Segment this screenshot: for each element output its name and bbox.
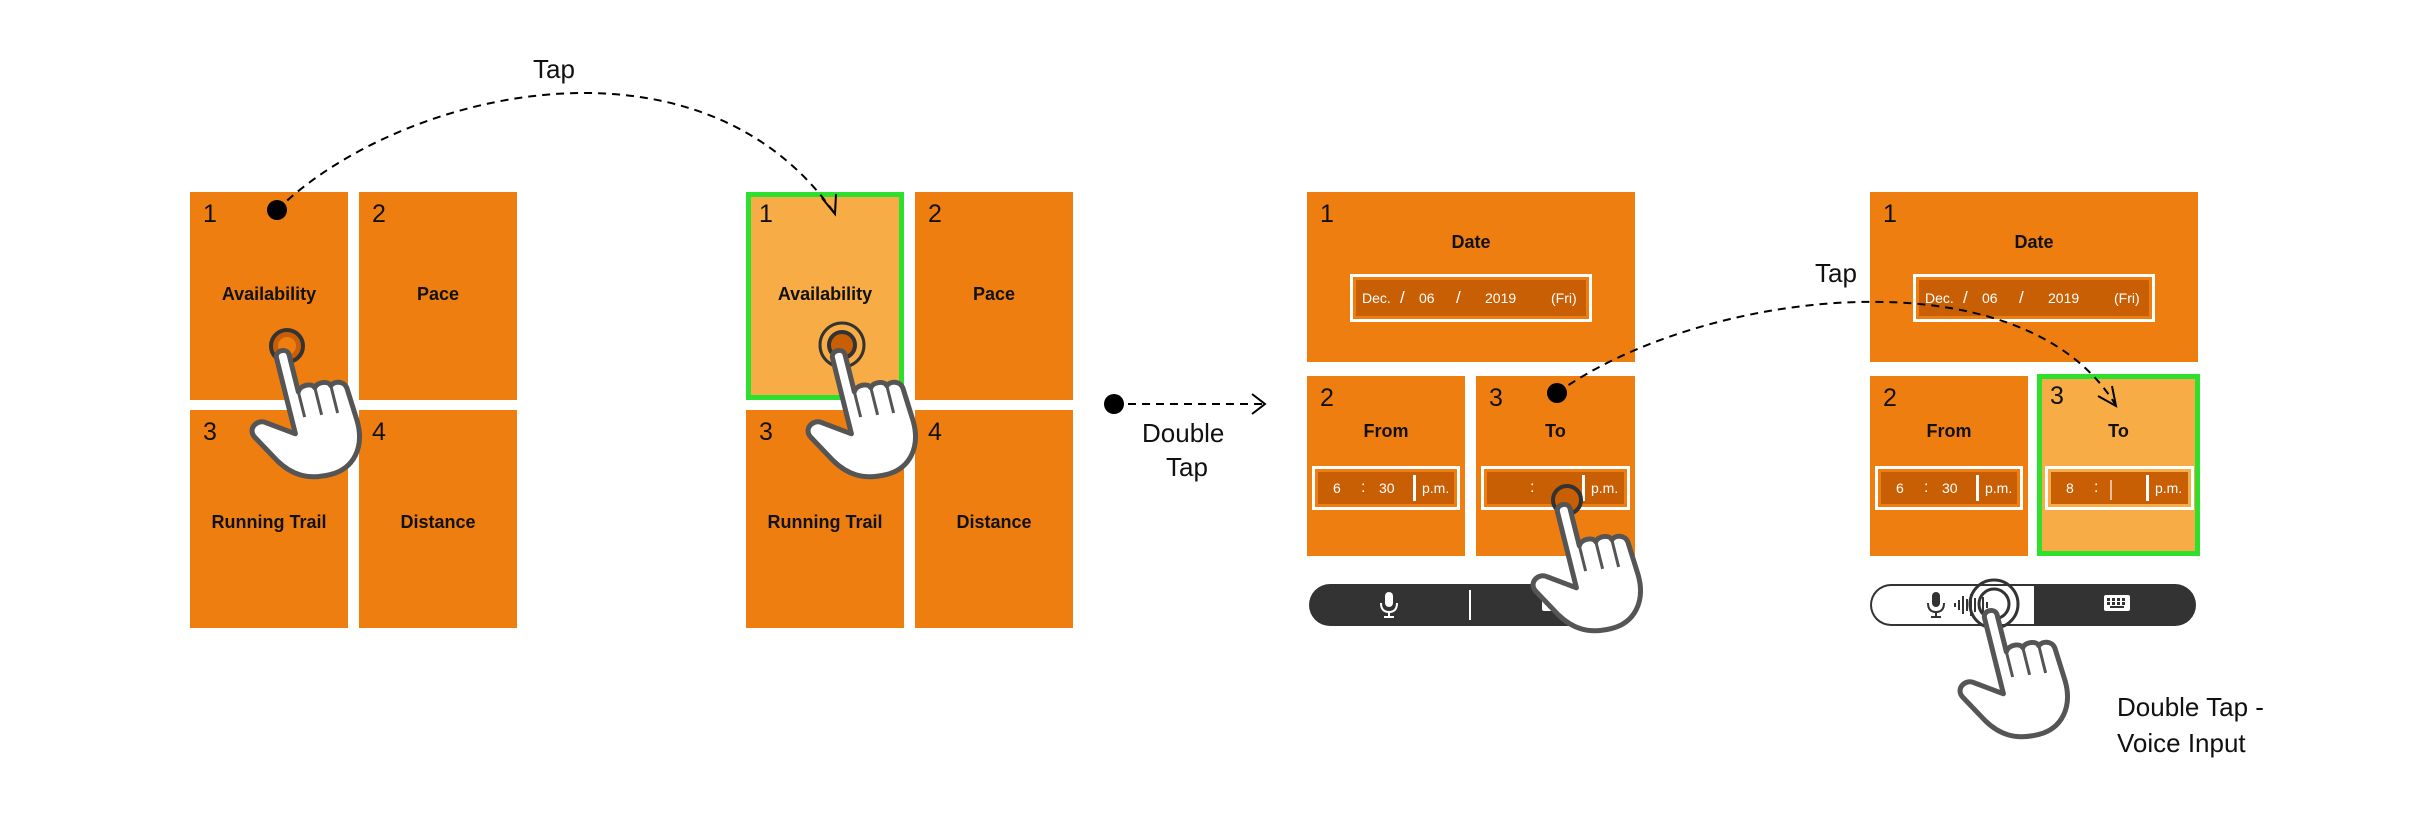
tile-date[interactable]: 1 Date Dec. / 06 / 2019 (Fri) (1870, 192, 2198, 362)
tile-number: 2 (1320, 384, 1334, 412)
tile-label: From (1363, 421, 1409, 441)
from-minute: 30 (1942, 480, 1958, 496)
tile-distance[interactable]: 4 Distance (915, 410, 1073, 628)
tile-number: 2 (372, 200, 386, 228)
tile-number: 3 (2050, 382, 2064, 410)
tile-label: Pace (972, 284, 1016, 304)
tap-arrowhead (821, 193, 837, 217)
tile-label: Date (1451, 232, 1491, 252)
date-day: 06 (1982, 290, 1998, 306)
to-ampm: p.m. (2155, 480, 2183, 496)
from-time-field[interactable]: 6 : 30 p.m. (1312, 466, 1460, 510)
from-ampm: p.m. (1422, 480, 1450, 496)
microphone-button[interactable] (1367, 588, 1411, 622)
tile-to[interactable]: 3 To : p.m. (1476, 376, 1635, 556)
double-tap-caption-line2: Tap (1166, 452, 1208, 482)
from-time-field[interactable]: 6 : 30 p.m. (1875, 466, 2023, 510)
time-colon: : (2094, 479, 2099, 496)
voice-input-active[interactable] (1872, 586, 2034, 624)
from-hour: 6 (1333, 480, 1341, 496)
tile-number: 1 (759, 200, 773, 228)
from-ampm: p.m. (1985, 480, 2013, 496)
text-cursor (2110, 480, 2112, 500)
tap-caption: Tap (1815, 258, 1857, 288)
tile-label: To (2108, 421, 2129, 441)
tile-date[interactable]: 1 Date Dec. / 06 / 2019 (Fri) (1307, 192, 1635, 362)
keyboard-button[interactable] (2102, 592, 2132, 614)
tap-caption: Tap (533, 54, 575, 84)
date-weekday: (Fri) (2114, 290, 2140, 306)
tile-distance[interactable]: 4 Distance (359, 410, 517, 628)
date-year: 2019 (2048, 290, 2080, 306)
tile-availability-selected[interactable]: 1 Availability (746, 192, 904, 400)
time-colon: : (1361, 479, 1366, 496)
tile-number: 1 (1883, 200, 1897, 228)
tile-pace[interactable]: 2 Pace (359, 192, 517, 400)
date-day: 06 (1419, 290, 1435, 306)
tile-number: 3 (759, 418, 773, 446)
tile-label: Distance (956, 512, 1032, 532)
date-field[interactable]: Dec. / 06 / 2019 (Fri) (1350, 274, 1592, 322)
from-minute: 30 (1379, 480, 1395, 496)
tile-label: Distance (400, 512, 476, 532)
tile-label: Running Trail (767, 512, 883, 532)
tile-from[interactable]: 2 From 6 : 30 p.m. (1307, 376, 1465, 556)
tile-label: Pace (416, 284, 460, 304)
input-mode-divider (1469, 590, 1471, 620)
tap-arrow (1556, 300, 2116, 405)
tile-number: 4 (928, 418, 942, 446)
hand-pointer-icon (1943, 597, 2076, 750)
date-field[interactable]: Dec. / 06 / 2019 (Fri) (1913, 274, 2155, 322)
microphone-icon (1380, 592, 1398, 618)
date-separator: / (2019, 288, 2024, 307)
tap-arrow (276, 91, 836, 215)
date-weekday: (Fri) (1551, 290, 1577, 306)
microphone-icon (1927, 592, 1945, 618)
tile-pace[interactable]: 2 Pace (915, 192, 1073, 400)
date-month: Dec. (1925, 290, 1954, 306)
date-separator: / (1963, 288, 1968, 307)
tile-availability[interactable]: 1 Availability (190, 192, 348, 400)
to-ampm: p.m. (1591, 480, 1619, 496)
tile-label: Running Trail (211, 512, 327, 532)
hand-pointer-icon (235, 337, 368, 490)
microphone-button[interactable] (1914, 588, 1958, 622)
keyboard-icon (2104, 595, 2130, 611)
date-year: 2019 (1485, 290, 1517, 306)
tile-label: Availability (777, 284, 873, 304)
tile-label: From (1926, 421, 1972, 441)
from-hour: 6 (1896, 480, 1904, 496)
tile-number: 2 (928, 200, 942, 228)
tile-label: To (1545, 421, 1566, 441)
tile-label: Availability (221, 284, 317, 304)
date-separator: / (1456, 288, 1461, 307)
voice-input-caption-line2: Voice Input (2117, 728, 2246, 758)
time-colon: : (1530, 479, 1535, 496)
tile-number: 1 (203, 200, 217, 228)
tile-from[interactable]: 2 From 6 : 30 p.m. (1870, 376, 2028, 556)
voice-input-caption-line1: Double Tap - (2117, 692, 2264, 722)
to-hour: 8 (2066, 480, 2074, 496)
tile-to-selected[interactable]: 3 To 8 : p.m. (2037, 374, 2200, 556)
tile-number: 2 (1883, 384, 1897, 412)
tile-number: 3 (1489, 384, 1503, 412)
time-colon: : (1924, 479, 1929, 496)
to-time-field[interactable]: 8 : p.m. (2045, 466, 2194, 510)
tile-number: 4 (372, 418, 386, 446)
hand-pointer-icon (1516, 491, 1649, 644)
date-separator: / (1400, 288, 1405, 307)
double-tap-caption-line1: Double (1142, 418, 1225, 448)
tile-label: Date (2014, 232, 2054, 252)
date-month: Dec. (1362, 290, 1391, 306)
tile-number: 1 (1320, 200, 1334, 228)
tile-number: 3 (203, 418, 217, 446)
